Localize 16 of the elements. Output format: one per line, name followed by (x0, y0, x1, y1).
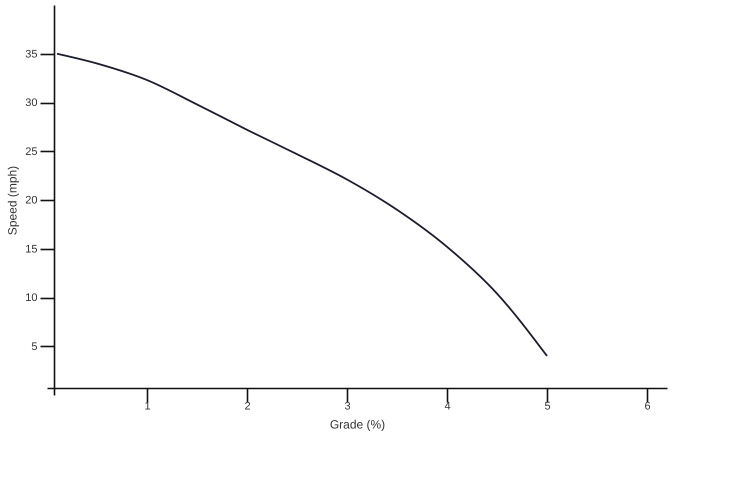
x-tick-label: 1 (144, 400, 151, 412)
x-tick-label: 3 (344, 400, 351, 412)
x-tick-label: 2 (244, 400, 251, 412)
x-tick-label: 4 (444, 400, 451, 412)
x-tick-label: 6 (644, 400, 651, 412)
y-tick-label: 30 (25, 97, 38, 109)
line-series (56, 52, 548, 357)
y-tick-label: 25 (25, 146, 38, 158)
y-tick-label: 20 (25, 194, 38, 206)
y-tick-label: 10 (25, 292, 38, 304)
x-axis-title: Grade (%) (330, 418, 386, 432)
y-tick-label: 35 (25, 48, 38, 60)
y-axis-title: Speed (mph) (5, 166, 20, 236)
y-tick-label: 5 (31, 340, 38, 353)
x-tick-label: 5 (544, 400, 551, 412)
y-tick-label: 15 (25, 243, 38, 256)
